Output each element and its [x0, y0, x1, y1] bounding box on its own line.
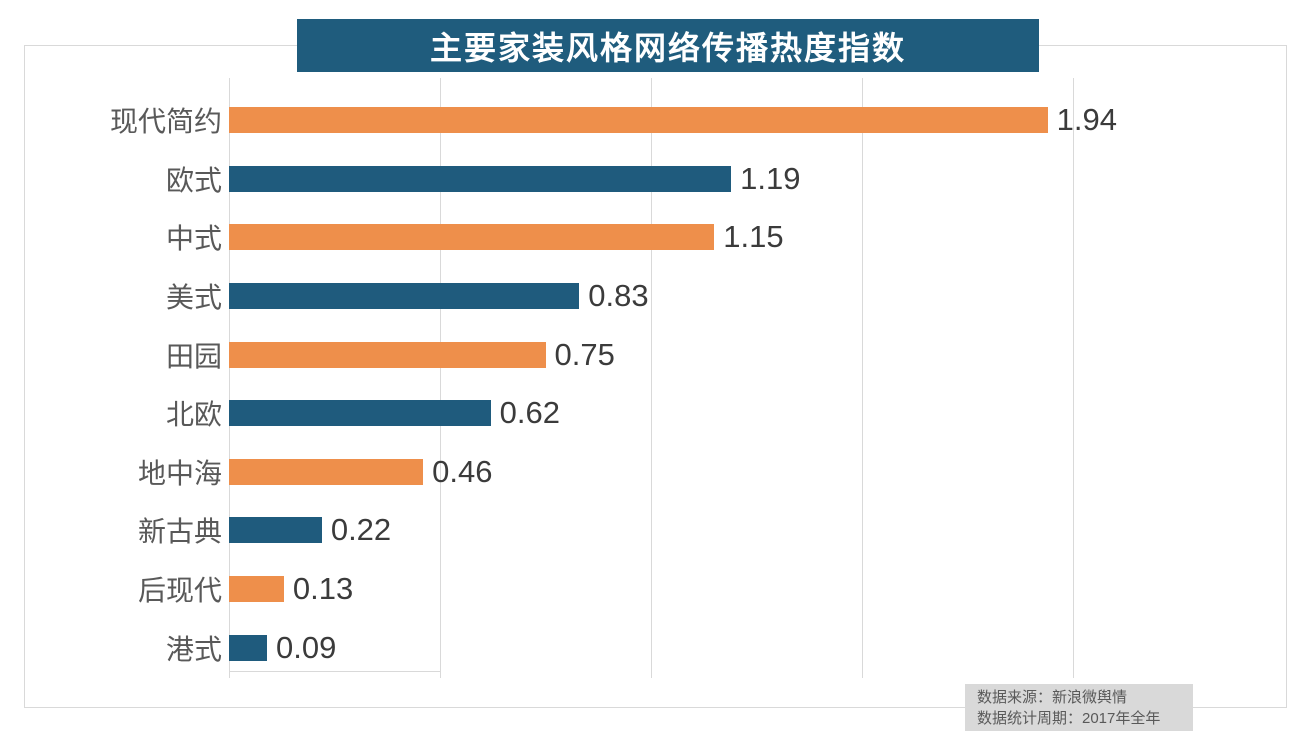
bar	[229, 458, 424, 485]
bar-row: 欧式 1.19	[0, 150, 1308, 209]
value-label: 0.09	[275, 629, 337, 665]
bar	[229, 165, 732, 192]
value-label: 0.22	[330, 512, 392, 548]
bar-row: 新古典 0.22	[0, 501, 1308, 560]
category-label: 北欧	[165, 399, 222, 431]
gridline	[862, 78, 863, 678]
gridline	[1073, 78, 1074, 678]
chart-title-banner: 主要家装风格网络传播热度指数	[297, 19, 1039, 72]
category-label: 后现代	[137, 575, 222, 607]
value-label: 0.75	[554, 336, 615, 372]
bar	[229, 517, 322, 544]
category-label: 美式	[165, 282, 222, 314]
source-line-1: 数据来源：新浪微舆情	[977, 689, 1128, 706]
value-label: 0.13	[292, 571, 354, 607]
bar-row: 北欧 0.62	[0, 384, 1308, 443]
category-label: 中式	[165, 223, 222, 255]
category-label: 地中海	[137, 457, 222, 489]
category-label: 欧式	[165, 164, 222, 196]
value-label: 0.46	[432, 453, 493, 489]
value-label: 1.15	[723, 219, 784, 255]
bar-row: 中式 1.15	[0, 208, 1308, 267]
bar	[229, 224, 715, 251]
bar-row: 现代简约 1.94	[0, 91, 1308, 150]
bar	[229, 400, 491, 427]
value-label: 0.83	[588, 278, 649, 314]
bar-row: 美式 0.83	[0, 267, 1308, 326]
axis-line	[229, 671, 440, 672]
chart-title: 主要家装风格网络传播热度指数	[429, 29, 906, 66]
gridline	[229, 78, 230, 678]
source-note: 数据来源：新浪微舆情 数据统计周期：2017年全年	[965, 684, 1193, 731]
bar-row: 港式 0.09	[0, 618, 1308, 677]
value-label: 0.62	[499, 395, 560, 431]
bar	[229, 107, 1048, 134]
category-label: 新古典	[137, 516, 222, 548]
gridline	[440, 78, 441, 678]
bar	[229, 576, 284, 603]
bar	[229, 341, 546, 368]
value-label: 1.19	[740, 160, 801, 196]
value-label: 1.94	[1056, 102, 1118, 138]
bar-row: 地中海 0.46	[0, 443, 1308, 502]
category-label: 港式	[165, 633, 222, 665]
bar-row: 后现代 0.13	[0, 560, 1308, 619]
bar	[229, 283, 580, 310]
bar	[229, 634, 267, 661]
bar-row: 田园 0.75	[0, 325, 1308, 384]
gridline	[651, 78, 652, 678]
source-line-2: 数据统计周期：2017年全年	[977, 710, 1161, 727]
category-label: 田园	[165, 340, 222, 372]
category-label: 现代简约	[109, 106, 222, 138]
